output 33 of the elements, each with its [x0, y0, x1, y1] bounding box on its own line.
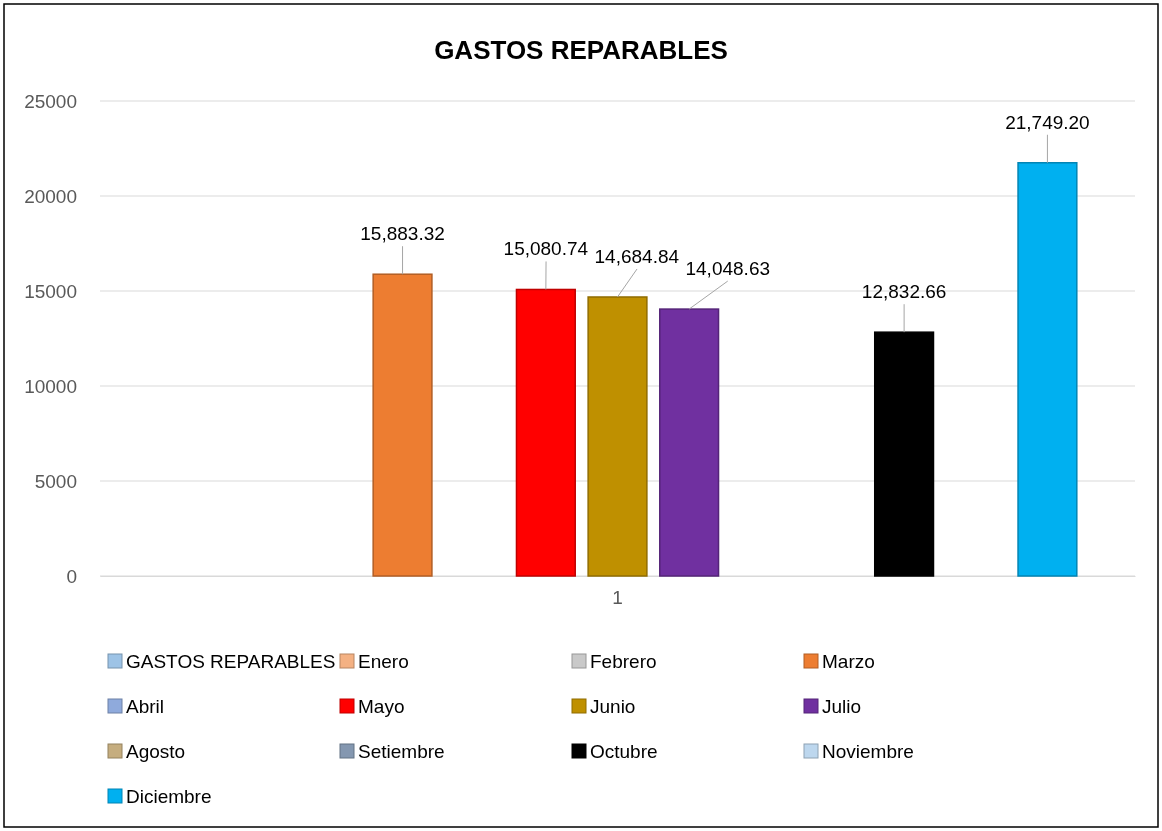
bar — [659, 308, 720, 577]
data-label: 12,832.66 — [861, 281, 947, 303]
y-tick-label: 15000 — [24, 280, 77, 302]
legend-label: Noviembre — [822, 741, 914, 762]
legend-label: Marzo — [822, 651, 875, 672]
legend-label: Mayo — [358, 696, 405, 717]
data-label: 21,749.20 — [1005, 111, 1090, 133]
data-label: 15,883.32 — [360, 223, 445, 245]
y-tick-label: 20000 — [24, 185, 77, 207]
legend-label: Abril — [126, 696, 165, 717]
legend-label: Enero — [358, 651, 409, 672]
legend-label: Agosto — [126, 741, 186, 762]
bar — [515, 288, 576, 577]
y-tick-label: 10000 — [24, 375, 77, 397]
bar — [372, 273, 433, 577]
x-tick-label: 1 — [612, 586, 623, 608]
data-label: 15,080.74 — [503, 238, 589, 260]
y-tick-label: 25000 — [24, 90, 77, 112]
data-label: 14,684.84 — [594, 245, 680, 267]
legend-label: Octubre — [590, 741, 658, 762]
bar — [873, 331, 935, 577]
y-tick-label: 5000 — [34, 470, 77, 492]
legend-label: Diciembre — [126, 786, 212, 807]
legend-label: Setiembre — [358, 741, 445, 762]
legend-label: Junio — [590, 696, 636, 717]
y-tick-label: 0 — [66, 565, 77, 587]
legend-label: GASTOS REPARABLES — [126, 651, 336, 672]
legend-label: Julio — [822, 696, 862, 717]
data-label: 14,048.63 — [685, 258, 771, 280]
legend-label: Febrero — [590, 651, 657, 672]
bar — [1017, 162, 1078, 577]
bar — [587, 296, 648, 577]
chart-title: GASTOS REPARABLES — [434, 35, 728, 65]
